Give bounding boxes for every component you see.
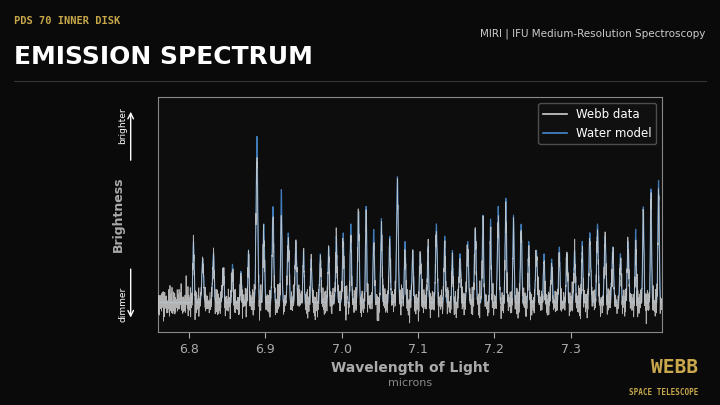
Text: SPACE TELESCOPE: SPACE TELESCOPE [629,388,698,397]
Text: MIRI | IFU Medium-Resolution Spectroscopy: MIRI | IFU Medium-Resolution Spectroscop… [480,28,706,39]
Text: PDS 70 INNER DISK: PDS 70 INNER DISK [14,16,121,26]
Text: EMISSION SPECTRUM: EMISSION SPECTRUM [14,45,313,68]
Legend: Webb data, Water model: Webb data, Water model [539,103,657,145]
X-axis label: Wavelength of Light: Wavelength of Light [331,361,490,375]
Text: brighter: brighter [119,107,127,144]
Text: WEBB: WEBB [652,358,698,377]
Text: Brightness: Brightness [112,177,125,252]
Text: microns: microns [388,378,433,388]
Text: dimmer: dimmer [119,286,127,322]
